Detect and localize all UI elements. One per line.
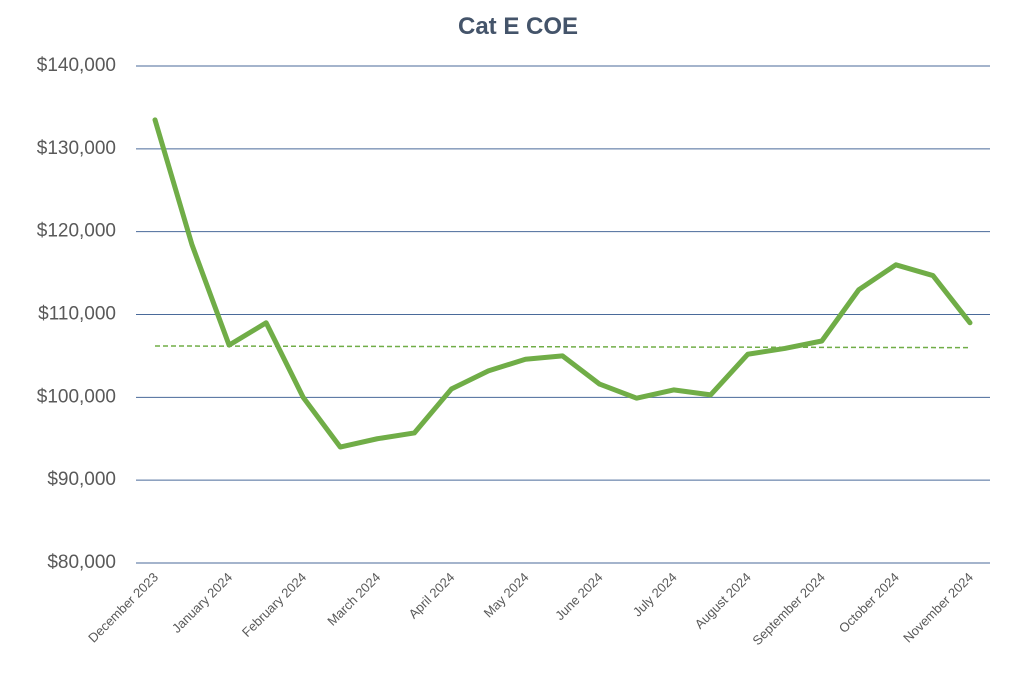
y-tick-label: $130,000 [37, 138, 116, 159]
y-tick-label: $120,000 [37, 221, 116, 242]
y-tick-label: $140,000 [37, 55, 116, 76]
y-tick-label: $110,000 [38, 304, 116, 325]
y-tick-label: $90,000 [47, 469, 116, 490]
y-tick-label: $80,000 [47, 552, 116, 573]
chart-title: Cat E COE [458, 13, 578, 40]
y-tick-label: $100,000 [37, 386, 116, 407]
data-line [152, 117, 973, 450]
